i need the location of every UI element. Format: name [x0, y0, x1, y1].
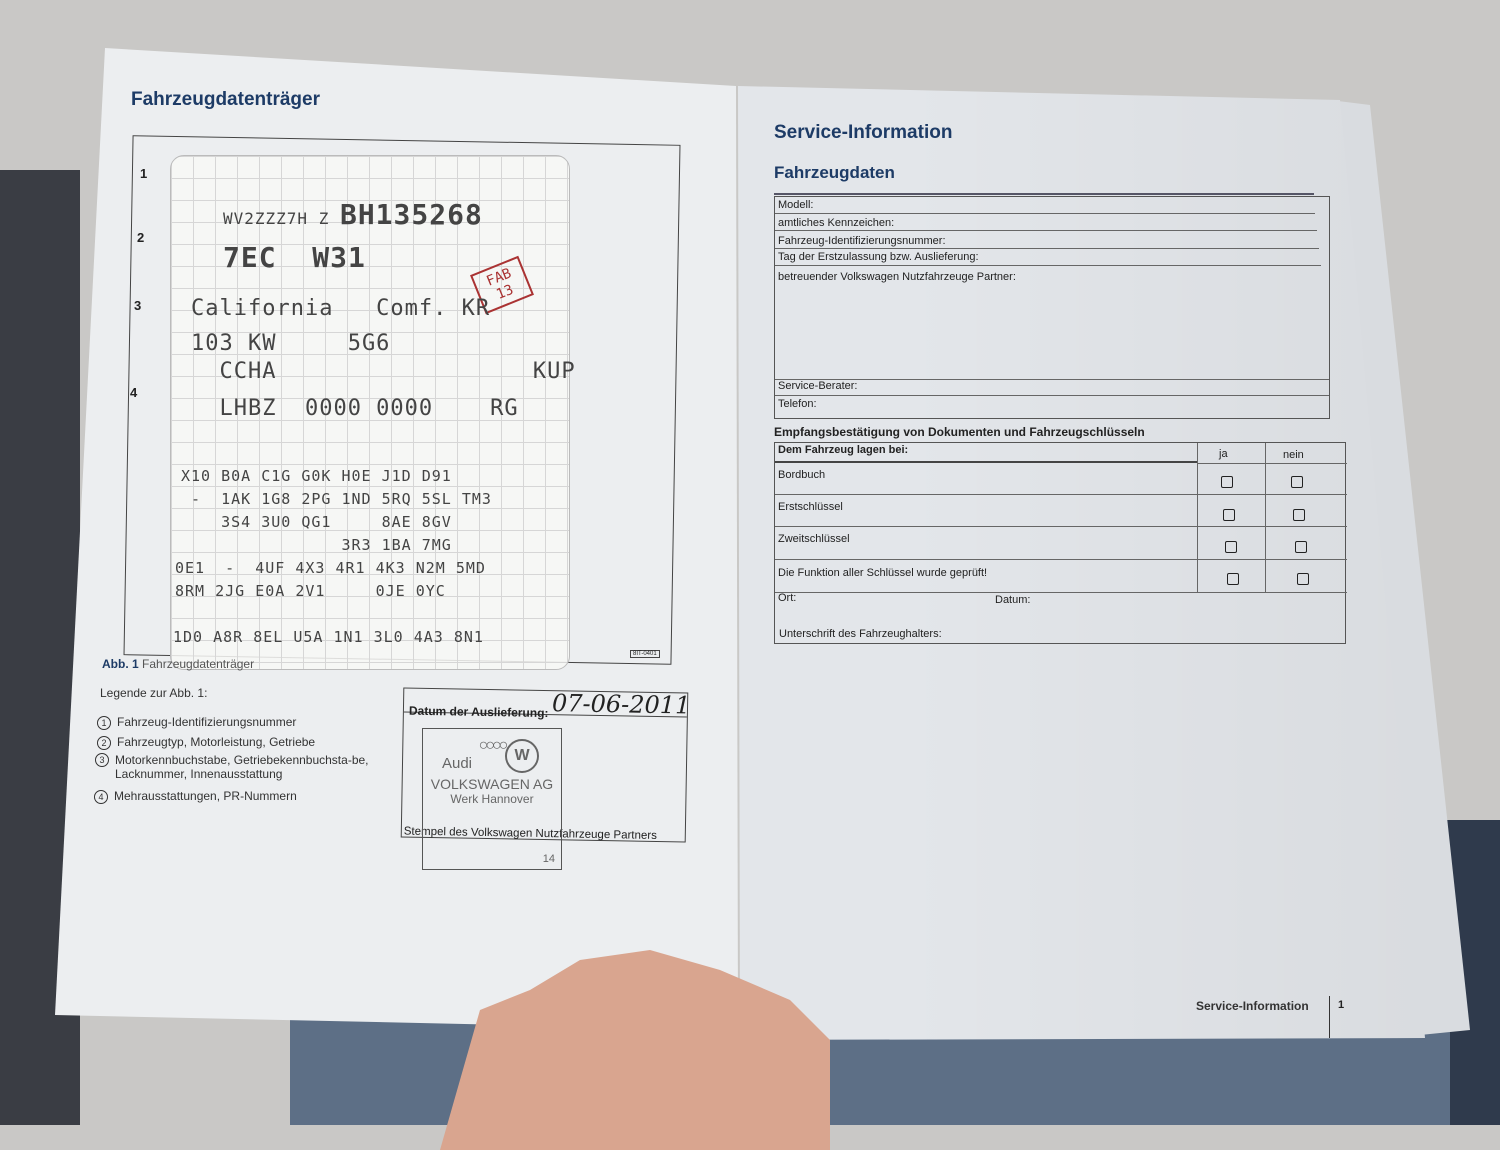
col-yes: ja — [1219, 448, 1228, 460]
page-number: 1 — [1338, 999, 1345, 1011]
right-page — [738, 86, 1425, 1040]
type-code: 7EC W31 — [223, 241, 366, 274]
section-subtitle: Fahrzeugdaten — [774, 163, 895, 182]
model-name: California Comf. KR — [191, 296, 491, 321]
checkbox-yes[interactable] — [1221, 476, 1233, 488]
row-number: 2 — [137, 230, 145, 245]
field-service-advisor: Service-Berater: — [778, 380, 858, 392]
checkbox-yes[interactable] — [1227, 573, 1239, 585]
pr-code-row: 8RM 2JG E0A 2V1 0JE 0YC — [175, 582, 446, 600]
checkbox-no[interactable] — [1291, 476, 1303, 488]
vin-serial: BH135268 — [339, 198, 483, 231]
dealer-stamp: ○○○○ W Audi VOLKSWAGEN AG Werk Hannover … — [422, 728, 562, 870]
col-no: nein — [1283, 449, 1304, 461]
vw-logo-icon: W — [505, 739, 539, 773]
engine-code: CCHA KUP — [191, 359, 576, 384]
delivery-label: Datum der Auslieferung: — [408, 703, 549, 721]
section-title: Service-Information — [774, 122, 953, 143]
receipt-table: Dem Fahrzeug lagen bei: ja nein Bordbuch… — [774, 442, 1347, 644]
field-date: Datum: — [995, 594, 1031, 606]
checkbox-no[interactable] — [1293, 509, 1305, 521]
page-title: Fahrzeugdatenträger — [131, 89, 320, 110]
field-license-plate: amtliches Kennzeichen: — [778, 217, 895, 229]
checkbox-no[interactable] — [1297, 573, 1309, 585]
delivery-date-handwritten: 07-06-2011 — [551, 689, 691, 720]
item-first-key: Erstschlüssel — [778, 501, 843, 513]
checkbox-yes[interactable] — [1225, 541, 1237, 553]
pr-code-row: 3R3 1BA 7MG — [181, 536, 452, 554]
vehicle-data-sticker: WV2ZZZ7H Z BH135268 7EC W31 FAB 13 Calif… — [170, 155, 575, 670]
field-registration-date: Tag der Erstzulassung bzw. Auslieferung: — [778, 251, 979, 263]
legend-item: 2 Fahrzeugtyp, Motorleistung, Getriebe — [97, 735, 315, 750]
pr-code-row: X10 B0A C1G G0K H0E J1D D91 — [181, 467, 452, 485]
item-second-key: Zweitschlüssel — [778, 533, 850, 545]
row-number: 4 — [130, 385, 138, 400]
field-model: Modell: — [778, 199, 814, 211]
field-vin: Fahrzeug-Identifizierungsnummer: — [778, 235, 946, 247]
pr-code-row: 1D0 A8R 8EL U5A 1N1 3L0 4A3 8N1 — [173, 628, 484, 646]
receipt-title: Empfangsbestätigung von Dokumenten und F… — [774, 425, 1145, 439]
item-manual: Bordbuch — [778, 469, 826, 481]
legend-title: Legende zur Abb. 1: — [100, 686, 208, 700]
field-dealer: betreuender Volkswagen Nutzfahrzeuge Par… — [778, 271, 1016, 283]
caption-label: Abb. 1 — [102, 657, 139, 671]
row-number: 1 — [140, 166, 148, 181]
pr-code-row: 0E1 - 4UF 4X3 4R1 4K3 N2M 5MD — [175, 559, 486, 577]
row-number: 3 — [134, 298, 142, 313]
receipt-header: Dem Fahrzeug lagen bei: — [778, 444, 909, 456]
checkbox-no[interactable] — [1295, 541, 1307, 553]
legend-item: 1 Fahrzeug-Identifizierungsnummer — [97, 715, 296, 730]
engine-power: 103 KW 5G6 — [191, 331, 391, 356]
field-signature: Unterschrift des Fahrzeughalters: — [779, 628, 942, 640]
checkbox-yes[interactable] — [1223, 509, 1235, 521]
item-key-function-check: Die Funktion aller Schlüssel wurde geprü… — [778, 567, 988, 579]
audi-rings-icon: ○○○○ — [478, 737, 509, 754]
pr-code-row: - 1AK 1G8 2PG 1ND 5RQ 5SL TM3 — [181, 490, 492, 508]
vin-prefix: WV2ZZZ7H Z — [223, 209, 330, 228]
vehicle-data-table: Modell: amtliches Kennzeichen: Fahrzeug-… — [774, 196, 1330, 419]
paint-code: LHBZ 0000 0000 RG — [191, 396, 519, 421]
field-phone: Telefon: — [778, 398, 817, 410]
legend-item: 4 Mehrausstattungen, PR-Nummern — [94, 789, 297, 804]
field-place: Ort: — [778, 592, 797, 604]
footer-section: Service-Information — [1196, 999, 1309, 1013]
legend-item: 3 Motorkennbuchstabe, Getriebekennbuchsta… — [95, 753, 375, 781]
caption-text: Fahrzeugdatenträger — [142, 657, 255, 671]
pr-code-row: 3S4 3U0 QG1 8AE 8GV — [181, 513, 452, 531]
figure-code: 8IT-0401 — [630, 650, 660, 658]
